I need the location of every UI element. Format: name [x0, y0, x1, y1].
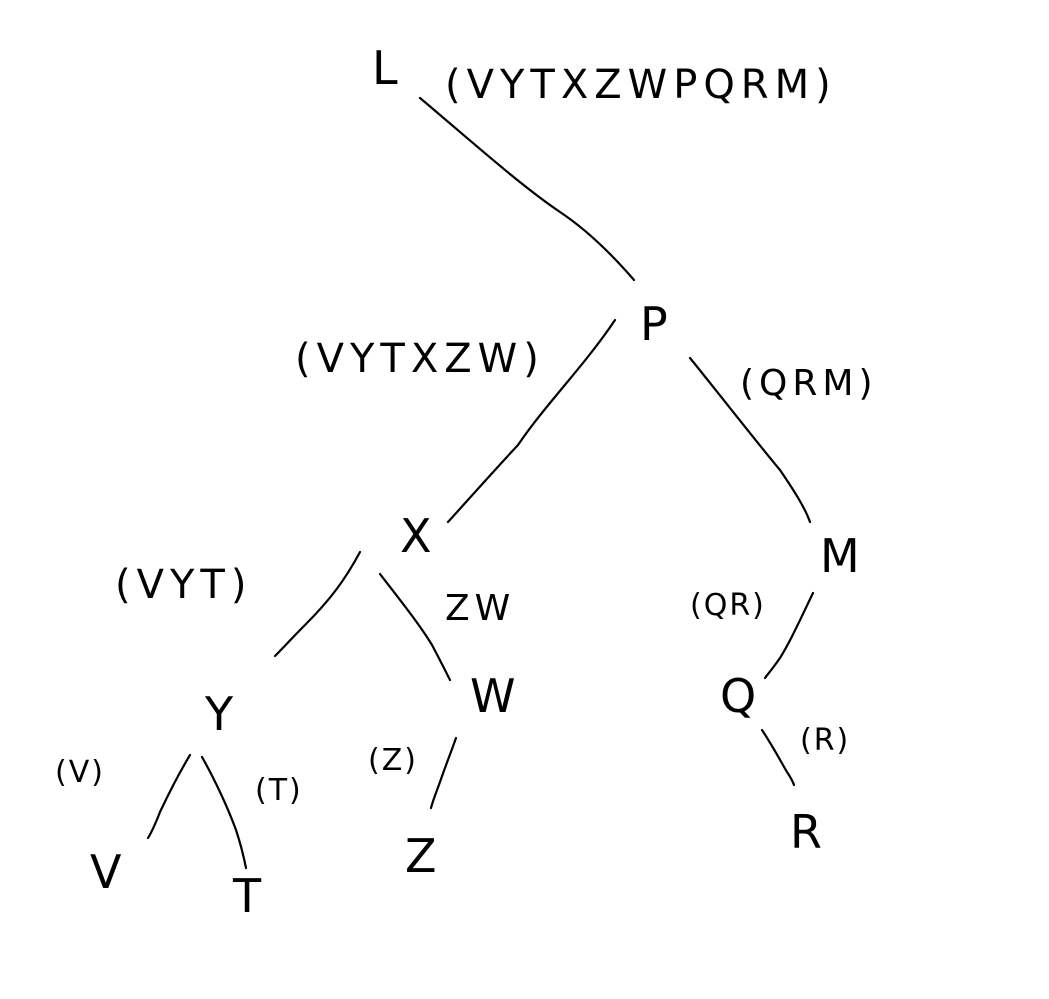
edge-y-v: [146, 753, 192, 840]
node-t: T: [232, 869, 262, 923]
node-p: P: [640, 297, 668, 351]
edge-x-y: [273, 550, 362, 658]
label-p-x: (VYTXZW): [295, 336, 545, 382]
label-root-p: (VYTXZWPQRM): [445, 62, 837, 108]
label-y-t: (T): [255, 773, 303, 808]
edge-m-q: [763, 591, 815, 680]
label-m-q: (QR): [690, 588, 766, 623]
edge-x-w: [378, 572, 452, 682]
node-z: Z: [405, 829, 437, 883]
label-x-w: ZW: [445, 588, 515, 629]
node-w: W: [470, 669, 515, 723]
label-q-r: (R): [800, 723, 850, 758]
label-x-y: (VYT): [115, 562, 252, 608]
node-q: Q: [720, 669, 756, 723]
node-root: L: [372, 41, 398, 95]
edge-root-p: [418, 96, 636, 282]
node-r: R: [790, 805, 822, 859]
edge-y-t: [200, 755, 248, 870]
label-w-z: (Z): [368, 743, 418, 778]
edge-q-r: [760, 728, 796, 787]
node-v: V: [90, 845, 122, 899]
label-p-m: (QRM): [740, 363, 878, 404]
node-y: Y: [204, 687, 234, 741]
edge-p-m: [688, 356, 812, 524]
label-y-v: (V): [55, 755, 105, 790]
edge-w-z: [429, 736, 458, 810]
node-x: X: [400, 509, 432, 563]
edge-p-x: [446, 318, 617, 524]
node-m: M: [820, 529, 860, 583]
